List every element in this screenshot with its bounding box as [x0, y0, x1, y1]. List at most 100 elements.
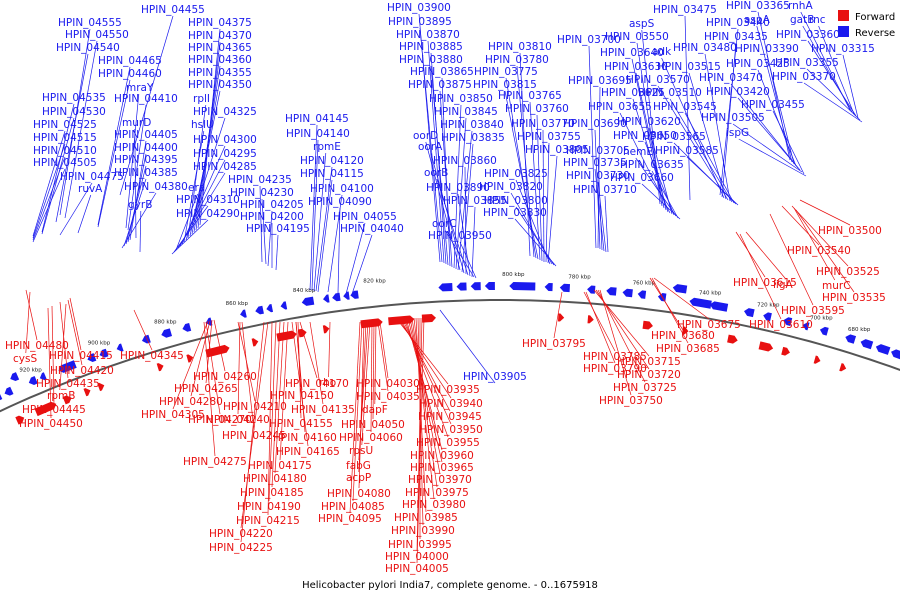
reverse-leader-line — [657, 85, 729, 201]
forward-gene — [15, 415, 25, 425]
forward-gene-label: HPIN_03985 — [394, 512, 458, 524]
kbp-tick-label: 780 kbp — [568, 275, 591, 281]
reverse-leader-line — [803, 82, 863, 123]
forward-leader-line — [25, 289, 38, 341]
reverse-gene-label: HPIN_03570 — [626, 74, 690, 86]
reverse-gene-label: HPIN_03660 — [610, 172, 674, 184]
reverse-gene — [744, 308, 755, 318]
forward-leader-line — [799, 199, 851, 226]
reverse-gene — [689, 297, 712, 309]
forward-leader-line — [793, 207, 836, 281]
forward-leader-line — [133, 309, 153, 351]
forward-gene — [557, 313, 565, 322]
reverse-gene — [783, 317, 793, 326]
reverse-leader-line — [756, 25, 793, 163]
forward-gene-label: HPIN_04275 — [183, 456, 247, 468]
reverse-gene — [182, 322, 192, 332]
kbp-tick-label: 840 kbp — [293, 288, 316, 294]
reverse-gene-label: rpmE — [313, 141, 341, 153]
reverse-gene-label: HPIN_04465 — [98, 55, 162, 67]
reverse-gene-label: HPIN_03830 — [483, 207, 547, 219]
reverse-gene-label: HPIN_04370 — [188, 30, 252, 42]
reverse-gene — [802, 322, 810, 331]
reverse-leader-line — [32, 156, 66, 241]
reverse-gene — [266, 303, 274, 313]
genome-backbone — [0, 299, 900, 413]
reverse-leader-line — [275, 234, 279, 271]
forward-gene-label: HPIN_03720 — [617, 369, 681, 381]
forward-gene-label: HPIN_03535 — [822, 292, 886, 304]
reverse-leader-line — [311, 139, 319, 291]
kbp-tick-label: 900 kbp — [88, 341, 111, 347]
reverse-leader-line — [471, 206, 476, 278]
forward-gene-label: HPIN_04095 — [318, 513, 382, 525]
forward-gene-label: fabG — [346, 460, 371, 472]
reverse-gene — [470, 282, 481, 291]
reverse-gene-label: oorC — [432, 218, 457, 230]
forward-leader-line — [781, 205, 820, 246]
forward-leader-line — [739, 233, 782, 320]
reverse-gene-label: HPIN_03705 — [566, 145, 630, 157]
reverse-gene-label: HPIN_03845 — [434, 106, 498, 118]
reverse-leader-line — [134, 128, 137, 239]
kbp-tick-label: 920 kbp — [19, 367, 42, 373]
reverse-leader-line — [419, 27, 443, 263]
reverse-leader-line — [32, 168, 66, 243]
forward-leader-line — [374, 321, 377, 405]
reverse-gene-label: HPIN_03770 — [511, 118, 575, 130]
reverse-leader-line — [315, 166, 333, 292]
reverse-leader-line — [732, 123, 803, 173]
forward-gene — [727, 334, 738, 344]
reverse-gene — [509, 282, 536, 291]
forward-gene-label: cysS — [13, 353, 37, 365]
reverse-leader-line — [772, 110, 805, 175]
forward-leader-line — [395, 317, 449, 385]
reverse-gene-label: HPIN_04455 — [141, 4, 205, 16]
reverse-leader-line — [807, 40, 857, 117]
reverse-gene — [438, 282, 453, 292]
forward-gene-label: HPIN_03975 — [405, 487, 469, 499]
reverse-gene-label: HPIN_03625 — [601, 87, 665, 99]
forward-leader-line — [271, 321, 281, 488]
reverse-leader-line — [730, 83, 799, 169]
forward-gene-label: dapF — [362, 404, 388, 416]
forward-leader-line — [409, 317, 441, 475]
reverse-gene-label: HPIN_04040 — [340, 223, 404, 235]
forward-gene-label: rpmB — [47, 390, 75, 402]
forward-leader-line — [416, 317, 423, 552]
reverse-gene-label: HPIN_03840 — [440, 119, 504, 131]
reverse-gene — [87, 353, 97, 362]
reverse-leader-line — [818, 25, 855, 115]
reverse-gene-label: HPIN_04145 — [285, 113, 349, 125]
reverse-gene-label: rplI — [193, 93, 210, 105]
reverse-gene — [637, 290, 647, 299]
forward-gene-label: HPIN_03610 — [749, 319, 813, 331]
reverse-leader-line — [337, 207, 341, 294]
reverse-gene — [301, 296, 315, 306]
forward-gene — [421, 314, 436, 323]
forward-gene — [97, 382, 105, 392]
reverse-gene-label: HPIN_03565 — [642, 131, 706, 143]
reverse-leader-line — [123, 178, 147, 247]
reverse-swatch — [838, 26, 849, 37]
forward-gene-label: acpP — [346, 472, 371, 484]
forward-gene-label: HPIN_04005 — [385, 563, 449, 575]
reverse-gene-label: HPIN_03455 — [741, 99, 805, 111]
forward-leader-line — [69, 297, 82, 351]
forward-gene-label: HPIN_04180 — [243, 473, 307, 485]
forward-leader-line — [59, 303, 67, 391]
reverse-gene-label: gyrB — [128, 199, 152, 211]
forward-leader-line — [205, 321, 221, 415]
reverse-gene — [845, 334, 857, 344]
forward-leader-line — [405, 317, 443, 451]
forward-leader-line — [795, 209, 855, 293]
reverse-gene — [4, 386, 14, 396]
forward-gene — [298, 328, 307, 338]
forward-gene — [642, 320, 653, 330]
forward-gene-label: HPIN_03525 — [816, 266, 880, 278]
reverse-leader-line — [125, 165, 147, 245]
reverse-leader-line — [686, 156, 739, 206]
reverse-gene-label: HPIN_03630 — [604, 61, 668, 73]
reverse-gene-label: rnhA — [788, 0, 813, 12]
forward-gene-label: HPIN_03540 — [787, 245, 851, 257]
